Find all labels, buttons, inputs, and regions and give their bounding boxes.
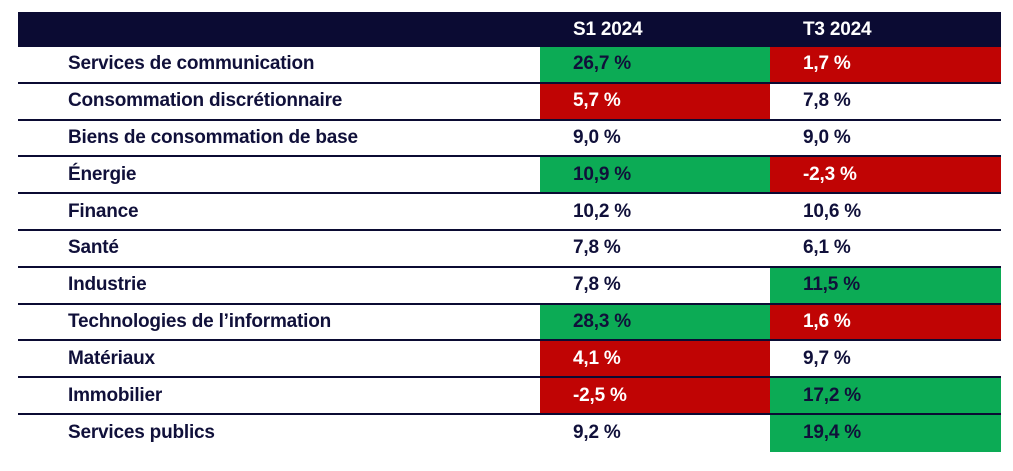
s1-value-cell: 9,2 % — [573, 422, 621, 444]
table-row: Énergie 10,9 % -2,3 % — [18, 157, 1001, 195]
t3-value-cell: 1,6 % — [770, 304, 1001, 340]
s1-value-cell: 7,8 % — [573, 274, 621, 296]
t3-value-cell: 11,5 % — [770, 267, 1001, 303]
s1-value-cell: 4,1 % — [540, 341, 770, 377]
t3-value-cell: -2,3 % — [770, 157, 1001, 193]
s1-value-cell: 28,3 % — [540, 304, 770, 340]
sector-label: Énergie — [68, 163, 137, 185]
table-row: Finance 10,2 % 10,6 % — [18, 194, 1001, 231]
sector-label: Biens de consommation de base — [68, 126, 358, 148]
s1-value-cell: 7,8 % — [573, 237, 621, 259]
table-row: Technologies de l’information 28,3 % 1,6… — [18, 304, 1001, 342]
s1-value-cell: 9,0 % — [573, 126, 621, 148]
sector-label: Matériaux — [68, 347, 155, 369]
sector-label: Immobilier — [68, 384, 163, 406]
header-sector-cell — [18, 12, 540, 47]
s1-value-cell: 10,2 % — [573, 200, 631, 222]
table-row: Industrie 7,8 % 11,5 % — [18, 267, 1001, 305]
s1-value-cell: -2,5 % — [540, 378, 770, 413]
sector-label: Consommation discrétionnaire — [68, 90, 343, 112]
table-row: Matériaux 4,1 % 9,7 % — [18, 341, 1001, 379]
t3-value-cell: 6,1 % — [803, 237, 851, 259]
sector-label: Services publics — [68, 422, 215, 444]
s1-value-cell: 10,9 % — [540, 157, 770, 193]
sector-label: Finance — [68, 200, 139, 222]
sector-label: Services de communication — [68, 53, 315, 75]
sector-performance-table: S1 2024 T3 2024 Services de communicatio… — [18, 12, 1001, 452]
table-row: Consommation discrétionnaire 5,7 % 7,8 % — [18, 83, 1001, 121]
t3-value-cell: 10,6 % — [803, 200, 861, 222]
t3-value-cell: 9,0 % — [803, 126, 851, 148]
t3-value-cell: 17,2 % — [770, 378, 1001, 413]
s1-value-cell: 5,7 % — [540, 83, 770, 119]
sector-label: Santé — [68, 237, 119, 259]
header-t3-2024: T3 2024 — [803, 18, 872, 40]
t3-value-cell: 19,4 % — [770, 414, 1001, 452]
table-row: Immobilier -2,5 % 17,2 % — [18, 378, 1001, 415]
table-row: Biens de consommation de base 9,0 % 9,0 … — [18, 121, 1001, 158]
header-s1-2024: S1 2024 — [573, 18, 643, 40]
table-row: Services de communication 26,7 % 1,7 % — [18, 47, 1001, 84]
t3-value-cell: 7,8 % — [803, 90, 851, 112]
table-row: Santé 7,8 % 6,1 % — [18, 231, 1001, 268]
t3-value-cell: 1,7 % — [770, 47, 1001, 82]
s1-value-cell: 26,7 % — [540, 47, 770, 82]
sector-label: Technologies de l’information — [68, 310, 332, 332]
t3-value-cell: 9,7 % — [803, 347, 851, 369]
sector-label: Industrie — [68, 274, 147, 296]
table-header: S1 2024 T3 2024 — [18, 12, 1001, 47]
table-row: Services publics 9,2 % 19,4 % — [18, 414, 1001, 452]
